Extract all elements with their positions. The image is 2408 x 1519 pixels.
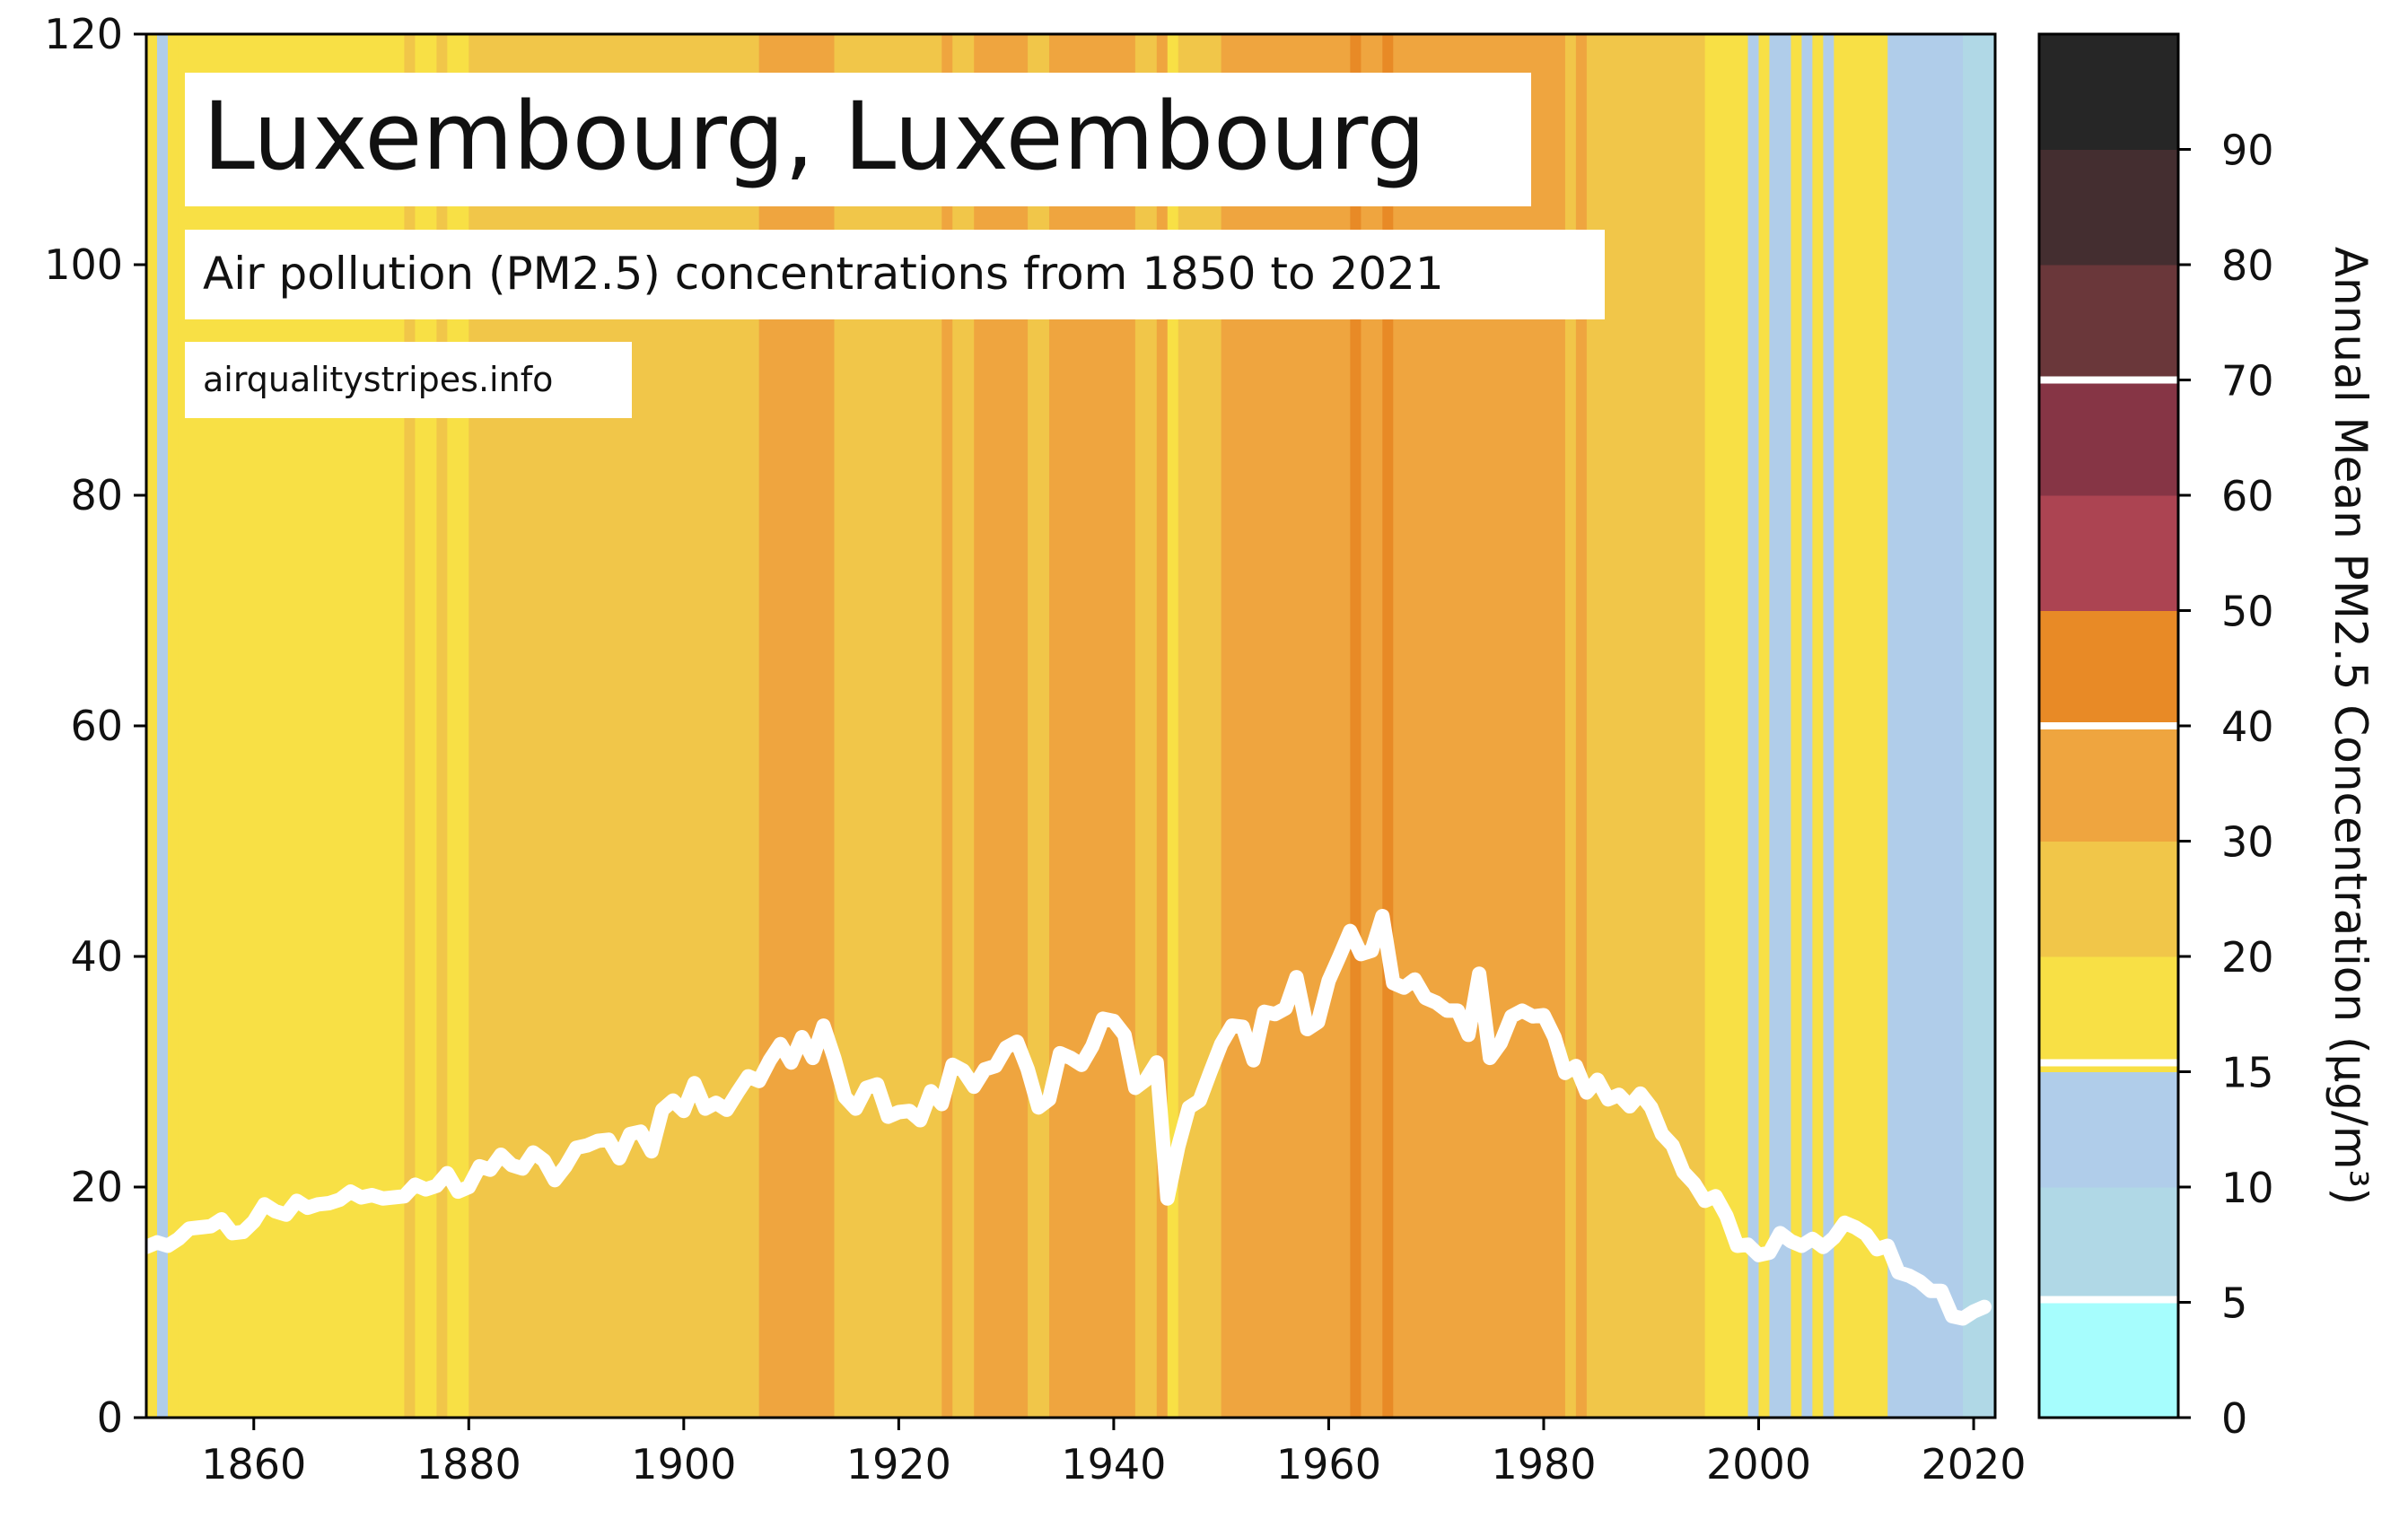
source-box: airqualitystripes.info	[185, 342, 632, 418]
colorbar-band-7	[2039, 495, 2178, 611]
colorbar-tick-label-90: 90	[2221, 127, 2274, 175]
stripe-31	[1769, 34, 1791, 1418]
stripe-1	[156, 34, 169, 1418]
colorbar-band-6	[2039, 610, 2178, 727]
x-tick-label-1860: 1860	[201, 1440, 306, 1488]
colorbar-ticks: 0 5 10 15 20 30 40 50 60 70 80 90	[2178, 127, 2274, 1443]
colorbar-tick-label-70: 70	[2221, 357, 2274, 406]
colorbar-tick-label-10: 10	[2221, 1164, 2274, 1212]
colorbar-band-8	[2039, 380, 2178, 496]
stripe-18	[1167, 34, 1179, 1418]
stripe-0	[146, 34, 158, 1418]
colorbar-band-3	[2039, 956, 2178, 1072]
stripe-23	[1382, 34, 1394, 1418]
x-tick-label-2020: 2020	[1922, 1440, 2027, 1488]
y-tick-label-20: 20	[70, 1163, 123, 1211]
x-tick-label-1940: 1940	[1061, 1440, 1166, 1488]
pm25-series-line	[139, 909, 1992, 1326]
y-tick-label-60: 60	[70, 702, 123, 750]
colorbar-tick-label-15: 15	[2221, 1049, 2274, 1097]
colorbar-band-1	[2039, 1187, 2178, 1303]
x-tick-label-1900: 1900	[631, 1440, 736, 1488]
colorbar-band-5	[2039, 726, 2178, 842]
y-tick-label-120: 120	[44, 10, 123, 58]
colorbar-tick-label-5: 5	[2221, 1279, 2247, 1328]
colorbar-tick-label-0: 0	[2221, 1394, 2247, 1443]
x-tick-label-1960: 1960	[1276, 1440, 1381, 1488]
stripe-38	[1887, 34, 1964, 1418]
stripe-39	[1963, 34, 1996, 1418]
colorbar-bands	[2039, 34, 2178, 1419]
colorbar-band-4	[2039, 841, 2178, 957]
x-axis: 1860 1880 1900 1920 1940 1960 1980 2000 2020	[201, 1418, 2027, 1488]
subtitle-box: Air pollution (PM2.5) concentrations fro…	[185, 230, 1605, 319]
stripe-28	[1704, 34, 1749, 1418]
colorbar-guidelines	[2039, 376, 2178, 1304]
y-tick-label-40: 40	[70, 932, 123, 981]
colorbar-tick-label-60: 60	[2221, 472, 2274, 520]
stripe-30	[1758, 34, 1770, 1418]
x-tick-label-2000: 2000	[1706, 1440, 1811, 1488]
colorbar-band-11	[2039, 34, 2178, 150]
colorbar-tick-label-20: 20	[2221, 933, 2274, 982]
stripe-37	[1844, 34, 1888, 1418]
colorbar-tick-label-50: 50	[2221, 588, 2274, 636]
y-tick-label-0: 0	[97, 1393, 123, 1442]
x-tick-label-1980: 1980	[1491, 1440, 1596, 1488]
colorbar-tick-label-80: 80	[2221, 241, 2274, 290]
title-box: Luxembourg, Luxembourg	[185, 73, 1531, 206]
stripe-27	[1586, 34, 1706, 1418]
colorbar-title: Annual Mean PM2.5 Concentration (µg/m³)	[2325, 247, 2377, 1205]
colorbar-band-0	[2039, 1302, 2178, 1419]
stripe-32	[1791, 34, 1802, 1418]
colorbar-band-2	[2039, 1071, 2178, 1188]
stripe-35	[1823, 34, 1834, 1418]
stripe-36	[1834, 34, 1845, 1418]
colorbar-band-9	[2039, 265, 2178, 380]
x-tick-label-1920: 1920	[846, 1440, 951, 1488]
stripe-29	[1747, 34, 1760, 1418]
colorbar-band-10	[2039, 149, 2178, 266]
colorbar: 0 5 10 15 20 30 40 50 60 70 80 90 Annual Mean PM2.5…	[2037, 32, 2377, 1443]
chart-title: Luxembourg, Luxembourg	[203, 82, 1425, 191]
stripe-2	[167, 34, 180, 1418]
stripe-34	[1812, 34, 1824, 1418]
colorbar-tick-label-40: 40	[2221, 703, 2274, 751]
y-tick-label-80: 80	[70, 471, 123, 519]
colorbar-tick-label-30: 30	[2221, 818, 2274, 867]
stripe-33	[1801, 34, 1813, 1418]
y-axis: 0 20 40 60 80 100 120	[44, 10, 146, 1442]
stripe-21	[1350, 34, 1362, 1418]
source-label: airqualitystripes.info	[203, 360, 553, 399]
y-tick-label-100: 100	[44, 240, 123, 289]
x-tick-label-1880: 1880	[416, 1440, 521, 1488]
chart-subtitle: Air pollution (PM2.5) concentrations fro…	[203, 248, 1444, 300]
